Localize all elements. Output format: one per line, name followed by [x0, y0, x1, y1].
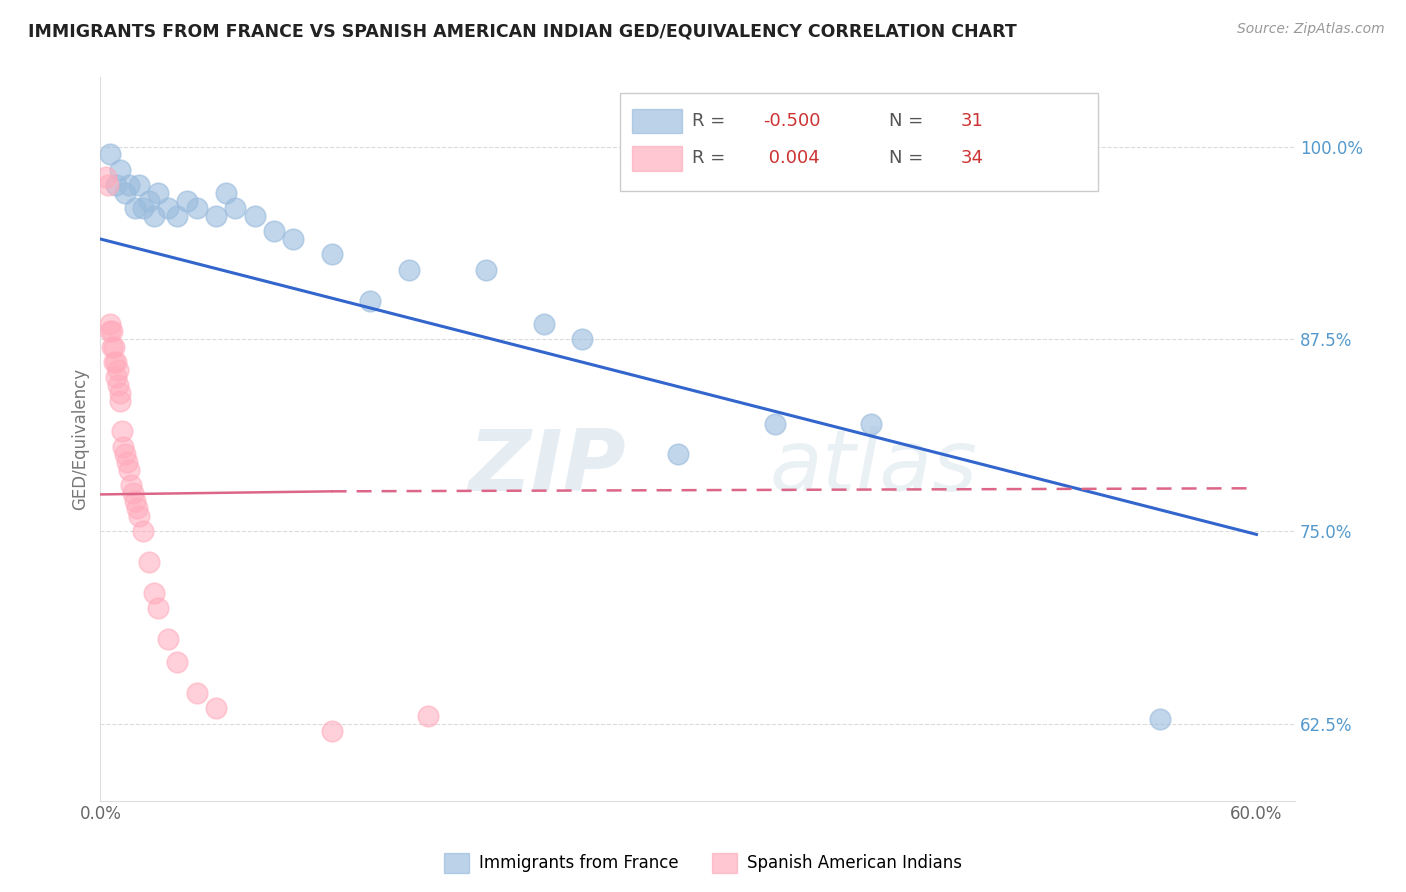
- Point: [114, 186, 136, 200]
- FancyBboxPatch shape: [631, 146, 682, 170]
- Point: [128, 178, 150, 193]
- Point: [120, 478, 142, 492]
- Point: [103, 355, 125, 369]
- Point: [143, 586, 166, 600]
- Point: [243, 209, 266, 223]
- Point: [98, 324, 121, 338]
- Text: atlas: atlas: [769, 426, 977, 509]
- Point: [107, 378, 129, 392]
- Point: [124, 201, 146, 215]
- Point: [101, 340, 124, 354]
- FancyBboxPatch shape: [631, 109, 682, 133]
- Text: N =: N =: [889, 150, 929, 168]
- Point: [132, 524, 155, 539]
- Point: [146, 186, 169, 200]
- Point: [103, 340, 125, 354]
- Point: [107, 363, 129, 377]
- Point: [176, 194, 198, 208]
- Point: [214, 186, 236, 200]
- Point: [108, 385, 131, 400]
- Text: N =: N =: [889, 112, 929, 130]
- Text: Source: ZipAtlas.com: Source: ZipAtlas.com: [1237, 22, 1385, 37]
- Point: [166, 209, 188, 223]
- Point: [186, 686, 208, 700]
- Point: [321, 724, 343, 739]
- Point: [125, 501, 148, 516]
- Point: [166, 655, 188, 669]
- Point: [281, 232, 304, 246]
- Point: [101, 324, 124, 338]
- Point: [94, 170, 117, 185]
- Point: [128, 508, 150, 523]
- Point: [263, 224, 285, 238]
- Point: [98, 147, 121, 161]
- Point: [118, 178, 141, 193]
- Point: [138, 555, 160, 569]
- Point: [156, 201, 179, 215]
- Point: [398, 262, 420, 277]
- Point: [110, 425, 132, 439]
- FancyBboxPatch shape: [620, 94, 1098, 191]
- Text: 0.004: 0.004: [763, 150, 820, 168]
- Point: [124, 493, 146, 508]
- Point: [108, 393, 131, 408]
- Point: [132, 201, 155, 215]
- Point: [156, 632, 179, 646]
- Point: [474, 262, 496, 277]
- Point: [571, 332, 593, 346]
- Point: [533, 317, 555, 331]
- Y-axis label: GED/Equivalency: GED/Equivalency: [72, 368, 89, 510]
- Point: [117, 455, 139, 469]
- Point: [114, 447, 136, 461]
- Point: [205, 701, 228, 715]
- Text: R =: R =: [692, 112, 731, 130]
- Point: [860, 417, 883, 431]
- Point: [359, 293, 381, 308]
- Point: [143, 209, 166, 223]
- Point: [97, 178, 120, 193]
- Text: R =: R =: [692, 150, 731, 168]
- Point: [104, 370, 127, 384]
- Text: ZIP: ZIP: [468, 426, 626, 509]
- Point: [122, 486, 145, 500]
- Point: [1149, 712, 1171, 726]
- Point: [112, 440, 135, 454]
- Point: [146, 601, 169, 615]
- Text: 31: 31: [960, 112, 983, 130]
- Text: IMMIGRANTS FROM FRANCE VS SPANISH AMERICAN INDIAN GED/EQUIVALENCY CORRELATION CH: IMMIGRANTS FROM FRANCE VS SPANISH AMERIC…: [28, 22, 1017, 40]
- Point: [138, 194, 160, 208]
- Point: [98, 317, 121, 331]
- Point: [416, 709, 439, 723]
- Point: [205, 209, 228, 223]
- Text: -0.500: -0.500: [763, 112, 821, 130]
- Point: [118, 463, 141, 477]
- Point: [108, 162, 131, 177]
- Point: [104, 178, 127, 193]
- Point: [104, 355, 127, 369]
- Legend: Immigrants from France, Spanish American Indians: Immigrants from France, Spanish American…: [437, 847, 969, 880]
- Point: [668, 447, 690, 461]
- Point: [321, 247, 343, 261]
- Point: [186, 201, 208, 215]
- Point: [224, 201, 246, 215]
- Point: [763, 417, 786, 431]
- Text: 34: 34: [960, 150, 984, 168]
